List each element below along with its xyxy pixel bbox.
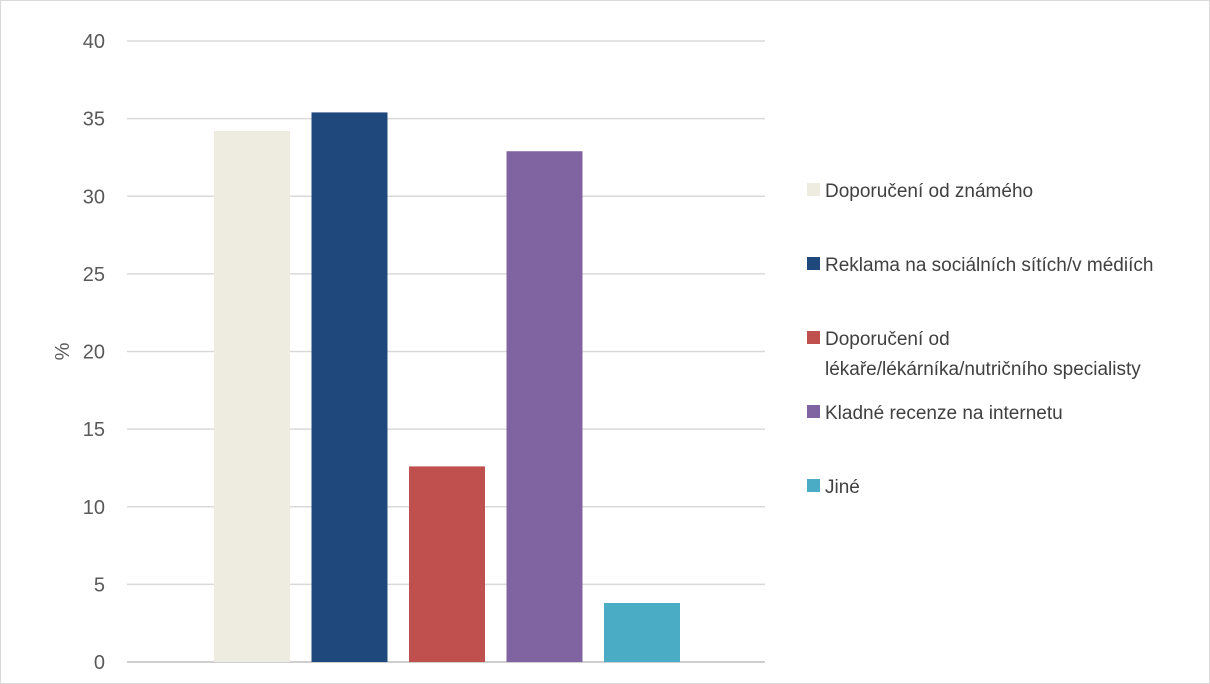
legend-item: Doporučení od známého <box>807 181 1033 202</box>
bar <box>604 603 680 662</box>
bar <box>409 466 485 662</box>
legend-swatch <box>807 405 820 418</box>
y-tick-label: 10 <box>83 497 105 519</box>
legend-label: Jiné <box>825 477 860 498</box>
legend-label: Doporučení od známého <box>825 181 1033 202</box>
bar <box>311 112 388 663</box>
legend-item: Kladné recenze na internetu <box>807 403 1063 424</box>
legend-item: Doporučení od lékaře/lékárníka/nutričního… <box>807 329 1141 380</box>
legend-swatch <box>807 257 820 270</box>
legend-label: Kladné recenze na internetu <box>825 403 1063 424</box>
legend-swatch <box>807 479 820 492</box>
legend-swatch <box>807 331 820 344</box>
bars <box>214 112 680 663</box>
legend-label: Doporučení od lékaře/lékárníka/nutričního… <box>825 329 1141 380</box>
y-tick-label: 25 <box>83 264 105 286</box>
legend-label: Reklama na sociálních sítích/v médiích <box>825 255 1153 276</box>
bar <box>214 131 290 663</box>
y-tick-label: 40 <box>83 31 105 53</box>
legend-item: Jiné <box>807 477 860 498</box>
y-axis: 0 5 10 15 20 25 30 35 40 <box>83 31 105 674</box>
y-tick-label: 0 <box>94 652 105 674</box>
legend: Doporučení od známého Reklama na sociální… <box>807 181 1153 498</box>
y-axis-title: % <box>52 342 74 360</box>
y-tick-label: 15 <box>83 419 105 441</box>
y-tick-label: 20 <box>83 342 105 364</box>
y-tick-label: 30 <box>83 186 105 208</box>
y-tick-label: 5 <box>94 574 105 596</box>
legend-item: Reklama na sociálních sítích/v médiích <box>807 255 1153 276</box>
bar <box>506 151 583 663</box>
y-tick-label: 35 <box>83 109 105 131</box>
legend-swatch <box>807 183 820 196</box>
